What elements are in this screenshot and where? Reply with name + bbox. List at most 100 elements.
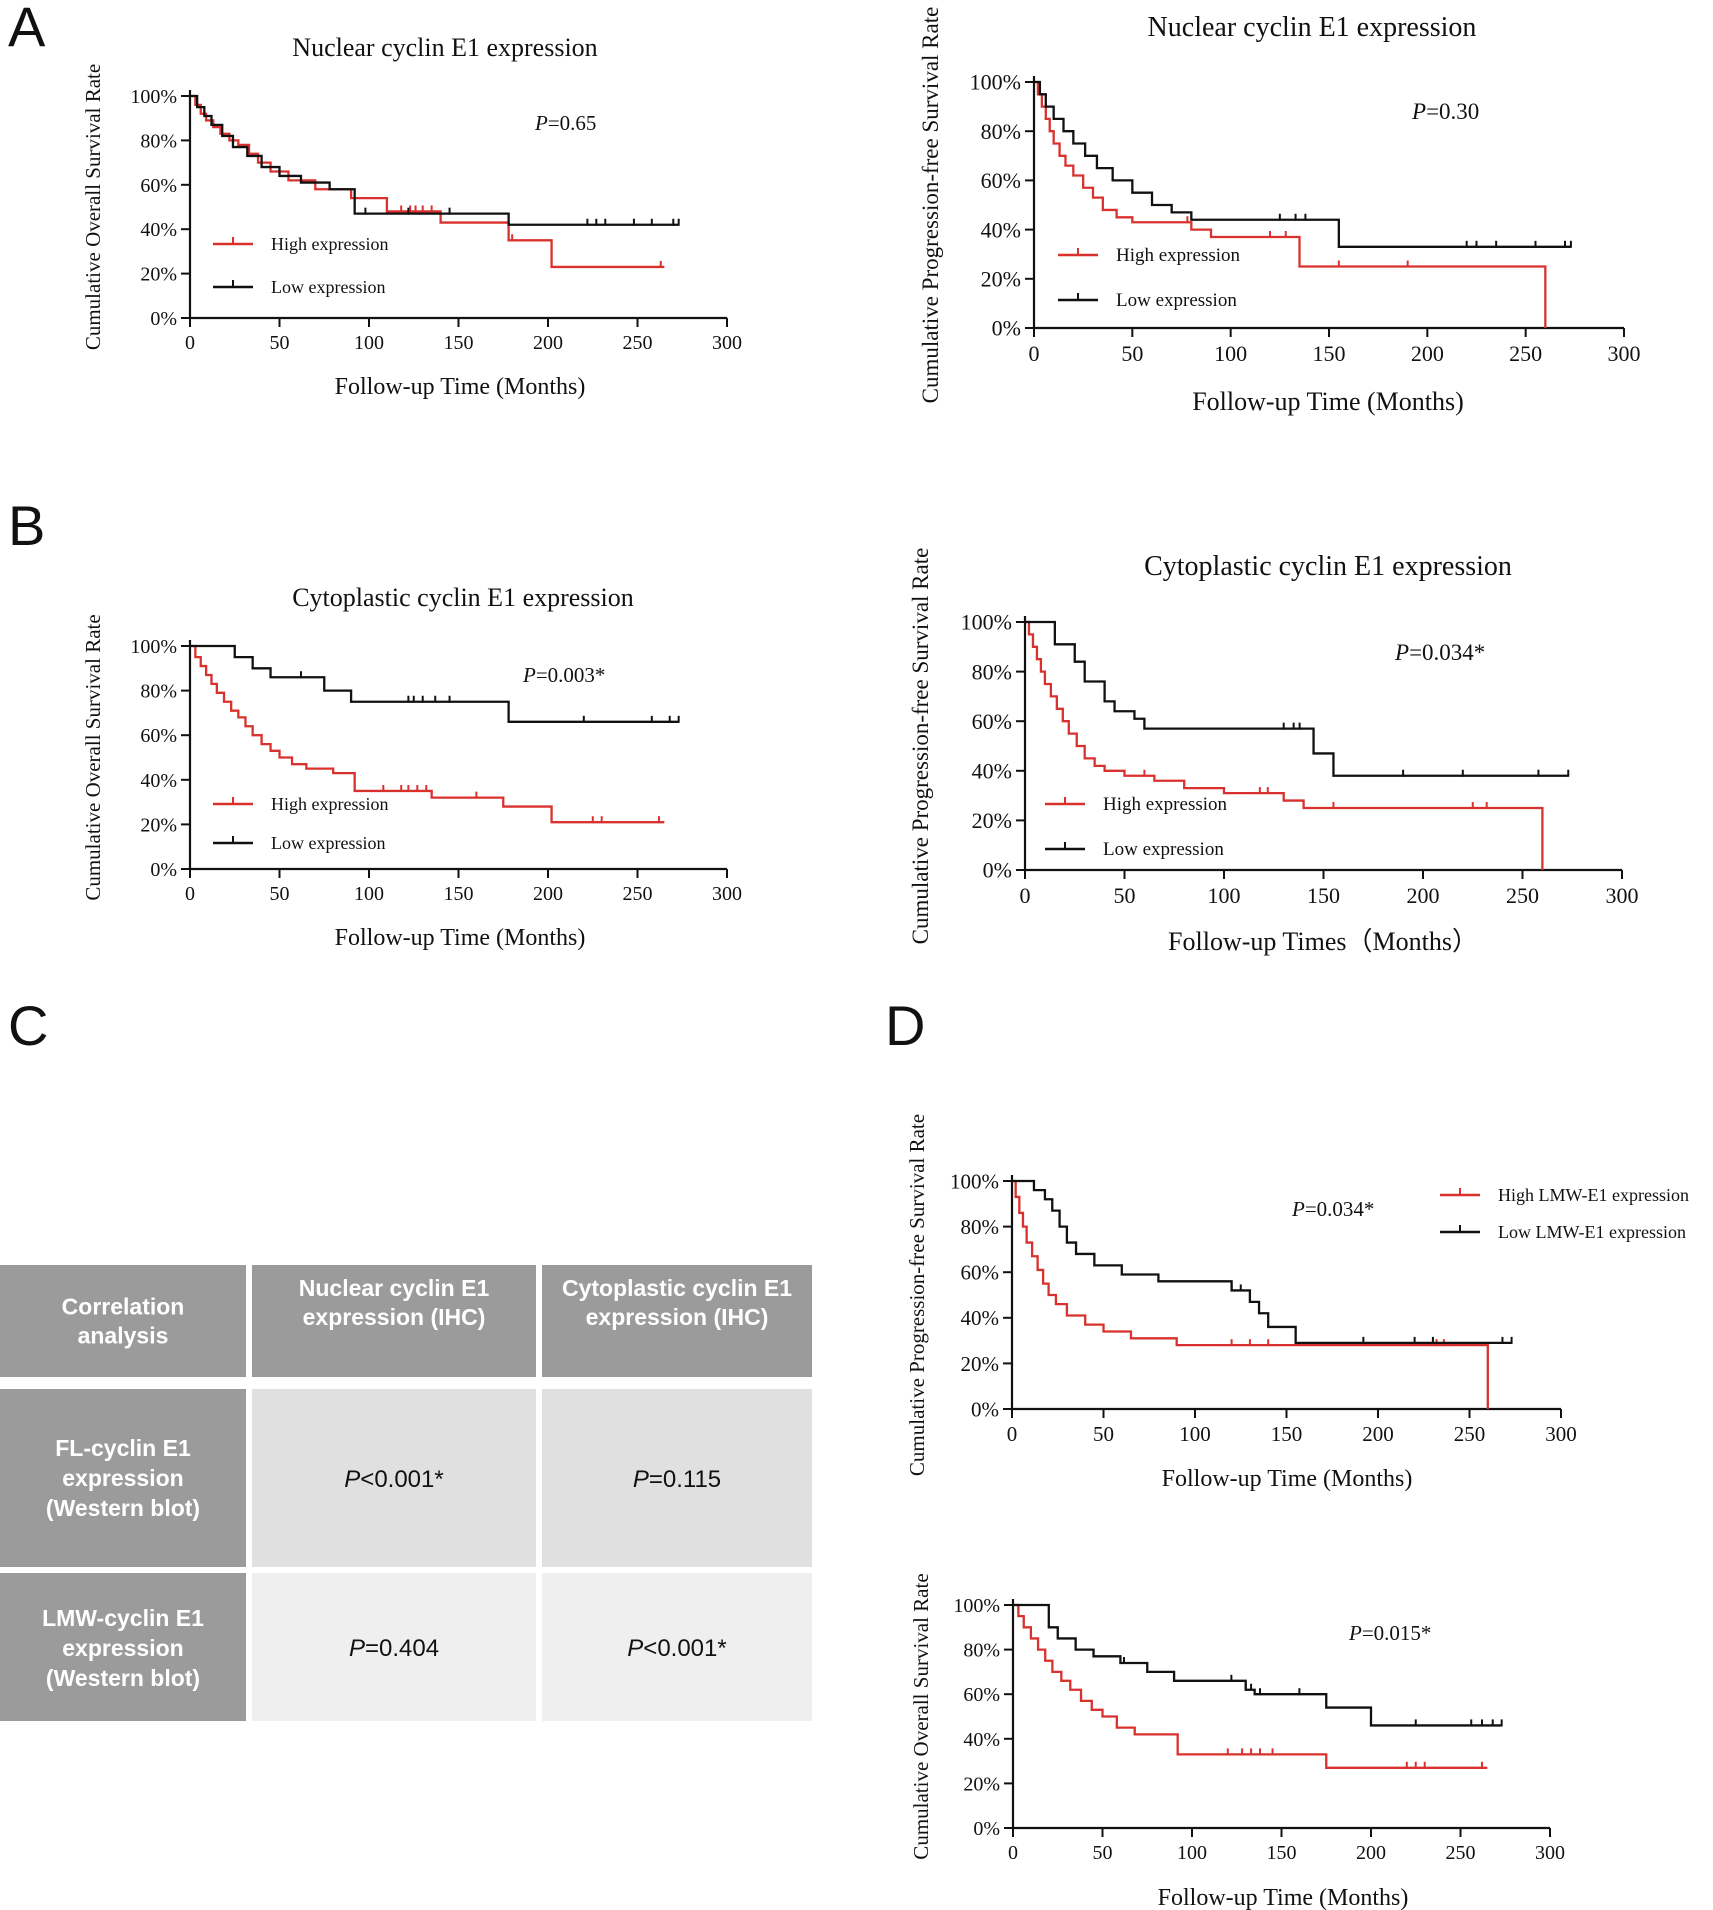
table-text-line: expression — [62, 1465, 183, 1491]
x-tick-label: 250 — [1509, 341, 1542, 366]
x-tick-label: 150 — [1313, 341, 1346, 366]
x-tick-label: 200 — [533, 332, 563, 354]
legend-label: Low expression — [1116, 290, 1237, 311]
y-tick-label: 0% — [992, 316, 1021, 341]
survival-curve-high — [1012, 1179, 1489, 1409]
y-axis-label: Cumulative Overall Survival Rate — [81, 614, 105, 900]
x-tick-label: 0 — [1029, 341, 1040, 366]
table-row-label-fl: FL-cyclin E1 expression (Western blot) — [46, 1435, 200, 1521]
y-tick-label: 80% — [972, 659, 1012, 684]
y-tick-label: 40% — [972, 759, 1012, 784]
survival-curve-high — [1013, 1603, 1488, 1769]
x-tick-label: 50 — [270, 883, 290, 905]
legend-label: Low expression — [1103, 839, 1224, 860]
table-header-cell — [252, 1265, 536, 1377]
x-tick-label: 100 — [354, 883, 384, 905]
table-text-line: FL-cyclin E1 — [55, 1435, 191, 1461]
y-tick-label: 20% — [963, 1773, 1000, 1795]
y-tick-label: 0% — [973, 1818, 1000, 1840]
table-text-line: analysis — [78, 1323, 169, 1349]
legend-label: Low LMW-E1 expression — [1498, 1222, 1686, 1242]
y-axis-label: Cumulative Progression-free Survival Rat… — [905, 1114, 929, 1476]
table-row-label-lmw: LMW-cyclin E1 expression (Western blot) — [42, 1605, 204, 1691]
p-value: P=0.30 — [1411, 99, 1479, 124]
y-tick-label: 40% — [961, 1306, 1000, 1330]
y-tick-label: 20% — [961, 1352, 1000, 1376]
y-tick-label: 20% — [981, 267, 1021, 292]
survival-curve-high — [190, 644, 665, 824]
x-tick-label: 0 — [185, 883, 195, 905]
x-axis-label: Follow-up Time (Months) — [335, 374, 586, 400]
y-tick-label: 20% — [972, 808, 1012, 833]
x-tick-label: 0 — [1007, 1422, 1018, 1446]
x-tick-label: 150 — [1267, 1842, 1297, 1864]
table-text-line: expression (IHC) — [303, 1304, 486, 1330]
x-tick-label: 300 — [1608, 341, 1641, 366]
legend-label: High LMW-E1 expression — [1498, 1185, 1689, 1205]
x-tick-label: 150 — [1271, 1422, 1303, 1446]
p-value: P=0.034* — [1394, 640, 1485, 665]
y-tick-label: 100% — [970, 70, 1021, 95]
x-tick-label: 250 — [1446, 1842, 1476, 1864]
legend-label: High expression — [1116, 245, 1241, 266]
panel-letter-c: C — [8, 994, 48, 1057]
y-tick-label: 100% — [130, 636, 177, 658]
x-tick-label: 250 — [1454, 1422, 1486, 1446]
legend-label: High expression — [271, 234, 388, 254]
y-tick-label: 60% — [140, 725, 177, 747]
y-tick-label: 0% — [971, 1397, 999, 1421]
chart-d-overall-survival: 0 50 100 150 200 250 300 0% 20% 40% 60% 80% 100% Foll… — [909, 1573, 1565, 1910]
table-cell — [542, 1573, 812, 1721]
table-text-line: expression — [62, 1635, 183, 1661]
chart-d-progression-free: 0 50 100 150 200 250 300 0% 20% 40% 60% 80% 100% Foll… — [905, 1114, 1689, 1492]
y-tick-label: 60% — [972, 709, 1012, 734]
x-tick-label: 100 — [1177, 1842, 1207, 1864]
x-tick-label: 50 — [1114, 883, 1136, 908]
panel-letter-a: A — [8, 0, 46, 58]
survival-curve-high — [1034, 80, 1547, 328]
y-tick-label: 80% — [140, 130, 177, 152]
x-tick-label: 300 — [1606, 883, 1639, 908]
x-tick-label: 100 — [1179, 1422, 1211, 1446]
table-text-line: (Western blot) — [46, 1665, 200, 1691]
table-row-header-cell — [0, 1573, 246, 1721]
chart-a-overall-survival: Nuclear cyclin E1 expression 0 50 100 150 200… — [81, 33, 742, 400]
x-tick-label: 0 — [1020, 883, 1031, 908]
x-tick-label: 200 — [1362, 1422, 1394, 1446]
table-cell-lmw-nuclear: P=0.404 — [349, 1635, 439, 1662]
x-tick-label: 300 — [712, 332, 742, 354]
chart-title: Nuclear cyclin E1 expression — [1148, 12, 1477, 43]
x-tick-label: 0 — [1008, 1842, 1018, 1864]
panel-letter-b: B — [8, 494, 45, 557]
legend-label: Low expression — [271, 833, 385, 853]
y-axis-label: Cumulative Progression-free Survival Rat… — [908, 548, 933, 945]
table-header-cytoplastic: Cytoplastic cyclin E1 expression (IHC) — [562, 1275, 792, 1330]
x-axis-label: Follow-up Times（Months） — [1168, 927, 1478, 956]
y-tick-label: 100% — [950, 1169, 999, 1193]
x-tick-label: 200 — [1407, 883, 1440, 908]
x-axis-label: Follow-up Time (Months) — [1158, 1885, 1409, 1910]
correlation-table: Correlation analysis Nuclear cyclin E1 exp… — [0, 1265, 812, 1721]
table-header-cell — [542, 1265, 812, 1377]
table-cell-fl-cytoplastic: P=0.115 — [633, 1466, 721, 1493]
y-tick-label: 20% — [140, 264, 177, 286]
chart-b-overall-survival: Cytoplastic cyclin E1 expression 0 50 100 15… — [81, 583, 742, 951]
y-tick-label: 40% — [140, 219, 177, 241]
chart-title: Cytoplastic cyclin E1 expression — [1144, 551, 1512, 582]
table-cell — [252, 1389, 536, 1567]
y-tick-label: 40% — [981, 217, 1021, 242]
y-tick-label: 60% — [140, 175, 177, 197]
survival-curve-low — [1025, 620, 1569, 777]
x-axis-label: Follow-up Time (Months) — [1192, 387, 1464, 416]
y-tick-label: 80% — [963, 1640, 1000, 1662]
survival-curve-low — [190, 94, 679, 226]
x-tick-label: 250 — [1506, 883, 1539, 908]
x-axis-label: Follow-up Time (Months) — [1162, 1466, 1413, 1492]
x-tick-label: 50 — [1121, 341, 1143, 366]
chart-title: Cytoplastic cyclin E1 expression — [292, 583, 634, 612]
table-cell — [252, 1573, 536, 1721]
y-tick-label: 0% — [150, 859, 177, 881]
table-header-nuclear: Nuclear cyclin E1 expression (IHC) — [299, 1275, 490, 1330]
y-tick-label: 60% — [961, 1261, 1000, 1285]
x-tick-label: 100 — [1214, 341, 1247, 366]
